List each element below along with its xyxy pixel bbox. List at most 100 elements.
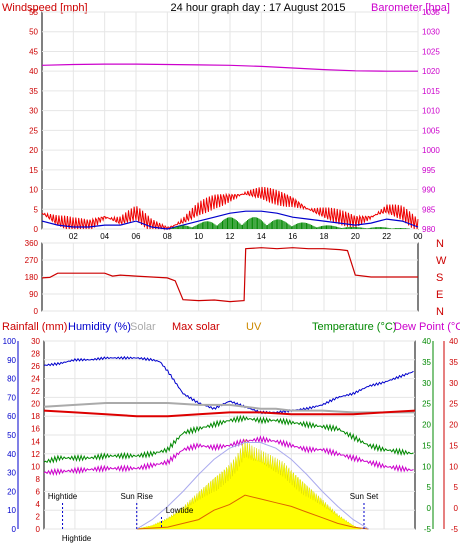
- hour-tick-label: 04: [100, 232, 109, 241]
- humidity-tick-label: 50: [7, 431, 16, 440]
- annotation-label: Sun Set: [350, 492, 379, 501]
- compass-label: S: [436, 272, 443, 284]
- hour-tick-label: 08: [163, 232, 172, 241]
- windspeed-tick-label: 15: [29, 166, 38, 175]
- windspeed-tick-label: 30: [29, 107, 38, 116]
- windspeed-tick-label: 45: [29, 47, 38, 56]
- series-line-3: [43, 414, 414, 464]
- legend-entry: Humidity (%): [68, 321, 131, 333]
- windspeed-tick-label: 35: [29, 87, 38, 96]
- chart-title: 24 hour graph day : 17 August 2015: [171, 2, 346, 14]
- hour-tick-label: 20: [351, 232, 360, 241]
- series-line-0: [43, 355, 414, 415]
- legend-entry: UV: [246, 321, 262, 333]
- compass-label: W: [436, 255, 447, 267]
- temperature-tick-label: 15: [422, 441, 431, 450]
- series-line-0: [41, 186, 419, 231]
- humidity-tick-label: 80: [7, 375, 16, 384]
- windspeed-tick-label: 40: [29, 67, 38, 76]
- series-line-7: [136, 442, 369, 530]
- dewpoint-tick-label: 5: [454, 483, 459, 492]
- hour-tick-label: 10: [194, 232, 203, 241]
- rainfall-tick-label: 30: [31, 337, 40, 346]
- dewpoint-tick-label: 15: [449, 441, 458, 450]
- panel-2-series: [41, 247, 418, 303]
- barometer-axis-label: Barometer [hpa]: [371, 2, 450, 14]
- temperature-tick-label: 25: [422, 400, 431, 409]
- dewpoint-tick-label: 10: [449, 462, 458, 471]
- direction-tick-label: 90: [29, 290, 38, 299]
- dewpoint-tick-label: 30: [449, 379, 458, 388]
- tide-sun-annotations: Hightide Sun Rise Lowtide Sun Set Hightide: [48, 492, 379, 543]
- barometer-tick-label: 1000: [422, 146, 440, 155]
- rainfall-tick-label: 26: [31, 362, 40, 371]
- temperature-tick-label: 35: [422, 358, 431, 367]
- barometer-tick-label: 1035: [422, 8, 440, 17]
- humidity-tick-label: 100: [3, 337, 17, 346]
- legend-entry: Temperature (°C): [312, 321, 396, 333]
- temperature-humidity-panel: Rainfall (mm) Humidity (%) Solar Max solar U…: [2, 321, 460, 543]
- rainfall-tick-label: 2: [36, 512, 41, 521]
- windspeed-tick-label: 20: [29, 146, 38, 155]
- humidity-tick-label: 90: [7, 356, 16, 365]
- temperature-tick-label: 0: [427, 504, 432, 513]
- series-line-1: [41, 210, 419, 230]
- hour-ticks: 02 04 06 08 10 12 14 16 18 20 22 00: [69, 232, 423, 241]
- dewpoint-tick-label: 25: [449, 400, 458, 409]
- compass-label: E: [436, 289, 443, 301]
- annotation-label: Sun Rise: [121, 492, 154, 501]
- rainfall-tick-label: 28: [31, 350, 40, 359]
- rainfall-tick-label: 20: [31, 400, 40, 409]
- direction-ticks: 0 90 180 270 360: [25, 239, 39, 316]
- hour-tick-label: 00: [414, 232, 423, 241]
- temperature-tick-label: 5: [427, 483, 432, 492]
- dewpoint-tick-label: 0: [454, 504, 459, 513]
- rainfall-tick-label: 14: [31, 437, 40, 446]
- barometer-ticks: 980 985 990 995 1000 1005 1010 1015 1020 1025 1030…: [422, 8, 440, 234]
- windspeed-tick-label: 55: [29, 8, 38, 17]
- rainfall-tick-label: 4: [36, 500, 41, 509]
- direction-line: [41, 247, 418, 303]
- barometer-tick-label: 995: [422, 166, 436, 175]
- barometer-tick-label: 990: [422, 186, 436, 195]
- windspeed-tick-label: 25: [29, 126, 38, 135]
- compass-label: N: [436, 238, 444, 250]
- humidity-tick-label: 60: [7, 412, 16, 421]
- hour-tick-label: 22: [382, 232, 391, 241]
- rainfall-tick-label: 8: [36, 475, 41, 484]
- windspeed-tick-label: 50: [29, 28, 38, 37]
- barometer-tick-label: 1010: [422, 107, 440, 116]
- hour-tick-label: 06: [132, 232, 141, 241]
- rainfall-tick-label: 10: [31, 462, 40, 471]
- rainfall-tick-label: 24: [31, 375, 40, 384]
- humidity-tick-label: 30: [7, 469, 16, 478]
- humidity-tick-label: 10: [7, 506, 16, 515]
- series-line-6: [136, 494, 369, 530]
- direction-tick-label: 270: [25, 256, 39, 265]
- legend-entry: Dew Point (°C): [394, 321, 460, 333]
- direction-tick-label: 0: [34, 307, 39, 316]
- compass-label: N: [436, 306, 444, 318]
- barometer-tick-label: 1025: [422, 47, 440, 56]
- rainfall-tick-label: 0: [36, 525, 41, 534]
- rainfall-tick-label: 16: [31, 425, 40, 434]
- series-line-3: [41, 63, 418, 72]
- hour-tick-label: 02: [69, 232, 78, 241]
- temperature-tick-label: 40: [422, 337, 431, 346]
- annotation-label: Hightide: [62, 534, 92, 543]
- windspeed-tick-label: 5: [34, 205, 39, 214]
- barometer-tick-label: 1015: [422, 87, 440, 96]
- direction-tick-label: 180: [25, 273, 39, 282]
- barometer-tick-label: 985: [422, 205, 436, 214]
- barometer-tick-label: 1030: [422, 28, 440, 37]
- panel-3-series: [43, 355, 416, 530]
- hour-tick-label: 14: [257, 232, 266, 241]
- humidity-tick-label: 40: [7, 450, 16, 459]
- windspeed-axis-label: Windspeed [mph]: [2, 2, 88, 14]
- dewpoint-tick-label: 20: [449, 421, 458, 430]
- wind-barometer-panel: 24 hour graph day : 17 August 2015 Winds…: [2, 2, 450, 241]
- annotation-label: Hightide: [48, 492, 78, 501]
- rainfall-tick-label: 22: [31, 387, 40, 396]
